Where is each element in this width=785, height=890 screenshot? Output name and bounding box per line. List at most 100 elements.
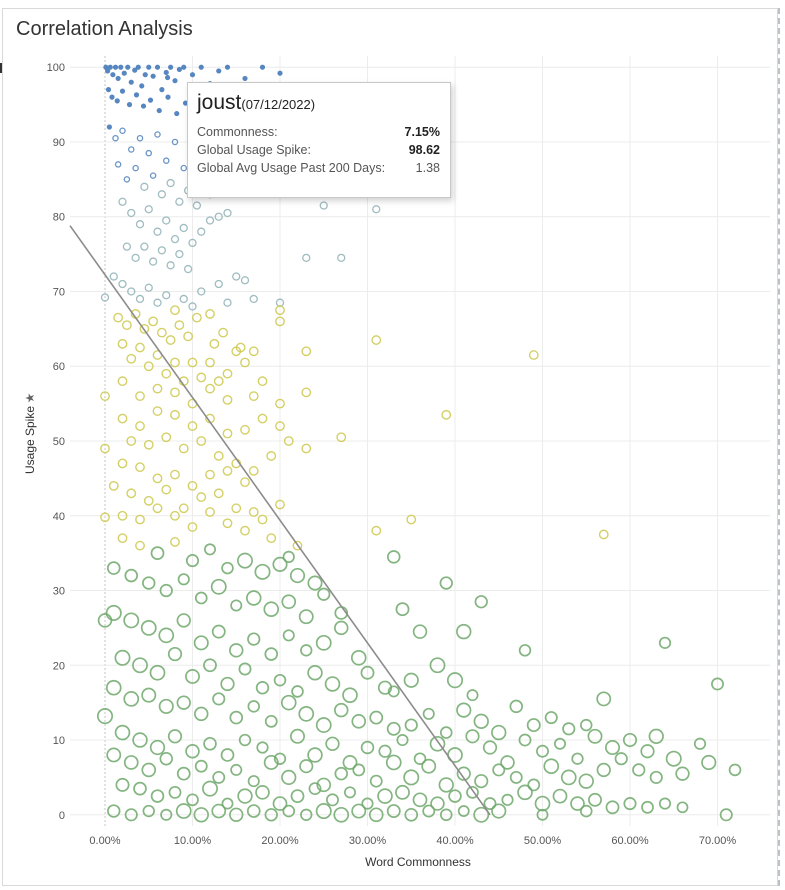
data-point (124, 568, 139, 583)
data-point (170, 409, 180, 420)
data-point (194, 706, 209, 722)
data-point (135, 64, 141, 70)
data-point (148, 316, 159, 327)
data-point (204, 543, 216, 556)
data-point (212, 770, 226, 784)
data-point (509, 699, 523, 714)
data-point (170, 510, 180, 521)
data-point (578, 773, 594, 789)
data-point (649, 770, 663, 784)
data-point (118, 64, 124, 70)
data-point (210, 578, 227, 595)
data-point (144, 283, 153, 292)
data-point (605, 800, 620, 815)
data-point (132, 732, 148, 748)
data-point (143, 439, 154, 450)
data-point (205, 216, 215, 225)
chart-title: Correlation Analysis (16, 18, 193, 40)
data-point (298, 609, 314, 625)
y-tick-label: 60 (53, 361, 65, 373)
x-tick-label: 0.00% (89, 835, 120, 847)
data-point (315, 717, 332, 733)
data-point (474, 774, 489, 789)
data-point (150, 546, 165, 561)
data-point (158, 627, 175, 644)
data-point (132, 657, 148, 674)
data-point (255, 680, 270, 695)
tooltip-row-avg: Global Avg Usage Past 200 Days: 1.38 (197, 159, 440, 177)
data-point (719, 808, 733, 822)
data-point (163, 69, 169, 76)
axes: 0.00% 10.00% 20.00% 30.00% 40.00% 50.00% 60.00… (23, 62, 736, 869)
edge-marker (0, 63, 2, 73)
data-point (301, 443, 312, 454)
tooltip-row-spike: Global Usage Spike: 98.62 (197, 141, 440, 159)
data-point (144, 205, 153, 214)
data-point (202, 780, 218, 797)
data-point (492, 763, 506, 777)
data-point (560, 769, 577, 786)
data-point (211, 803, 227, 819)
data-point (135, 294, 145, 304)
data-point (300, 644, 313, 657)
data-point (150, 73, 156, 79)
data-point (216, 68, 222, 74)
data-point (257, 514, 268, 525)
tooltip-header: joust(07/12/2022) (197, 91, 440, 115)
data-point (176, 695, 191, 710)
data-point (240, 424, 250, 435)
data-point (179, 223, 188, 233)
data-point (264, 714, 278, 728)
data-point (641, 800, 654, 814)
data-point (170, 387, 180, 398)
data-point (117, 533, 128, 544)
data-point (133, 92, 140, 98)
data-point (580, 718, 593, 732)
data-point (171, 138, 179, 146)
data-point (161, 484, 172, 495)
data-point (509, 770, 523, 784)
data-point (117, 458, 128, 469)
trend-line (69, 225, 491, 816)
data-point (213, 451, 224, 461)
data-point (456, 702, 472, 718)
data-point (536, 808, 549, 821)
pane-divider[interactable] (778, 8, 780, 886)
data-point (118, 279, 127, 289)
data-point (246, 590, 262, 606)
data-point (266, 533, 277, 544)
data-point (275, 499, 285, 510)
data-point (196, 372, 207, 383)
data-point (257, 376, 268, 387)
data-point (128, 79, 134, 85)
data-point (185, 743, 200, 759)
data-point (441, 409, 452, 420)
data-point (230, 763, 243, 776)
data-point (152, 473, 163, 484)
data-point (175, 249, 184, 259)
data-point (281, 594, 297, 610)
data-point (168, 785, 182, 799)
data-point (156, 107, 162, 114)
data-point (135, 391, 145, 402)
data-point (648, 728, 664, 744)
data-point (275, 305, 285, 316)
data-point (282, 550, 295, 563)
data-point (237, 552, 253, 569)
y-tick-label: 0 (59, 810, 65, 822)
data-point (196, 436, 207, 446)
data-point (124, 808, 138, 822)
data-point (160, 808, 173, 821)
data-point (614, 752, 628, 766)
data-point (282, 629, 295, 642)
data-point (135, 220, 145, 229)
data-point (142, 72, 148, 78)
data-point (247, 775, 260, 788)
data-point (596, 691, 612, 707)
data-point (248, 507, 259, 517)
data-point (164, 74, 171, 81)
x-tick-label: 60.00% (611, 835, 649, 847)
data-point (107, 64, 113, 70)
data-point (185, 554, 200, 568)
